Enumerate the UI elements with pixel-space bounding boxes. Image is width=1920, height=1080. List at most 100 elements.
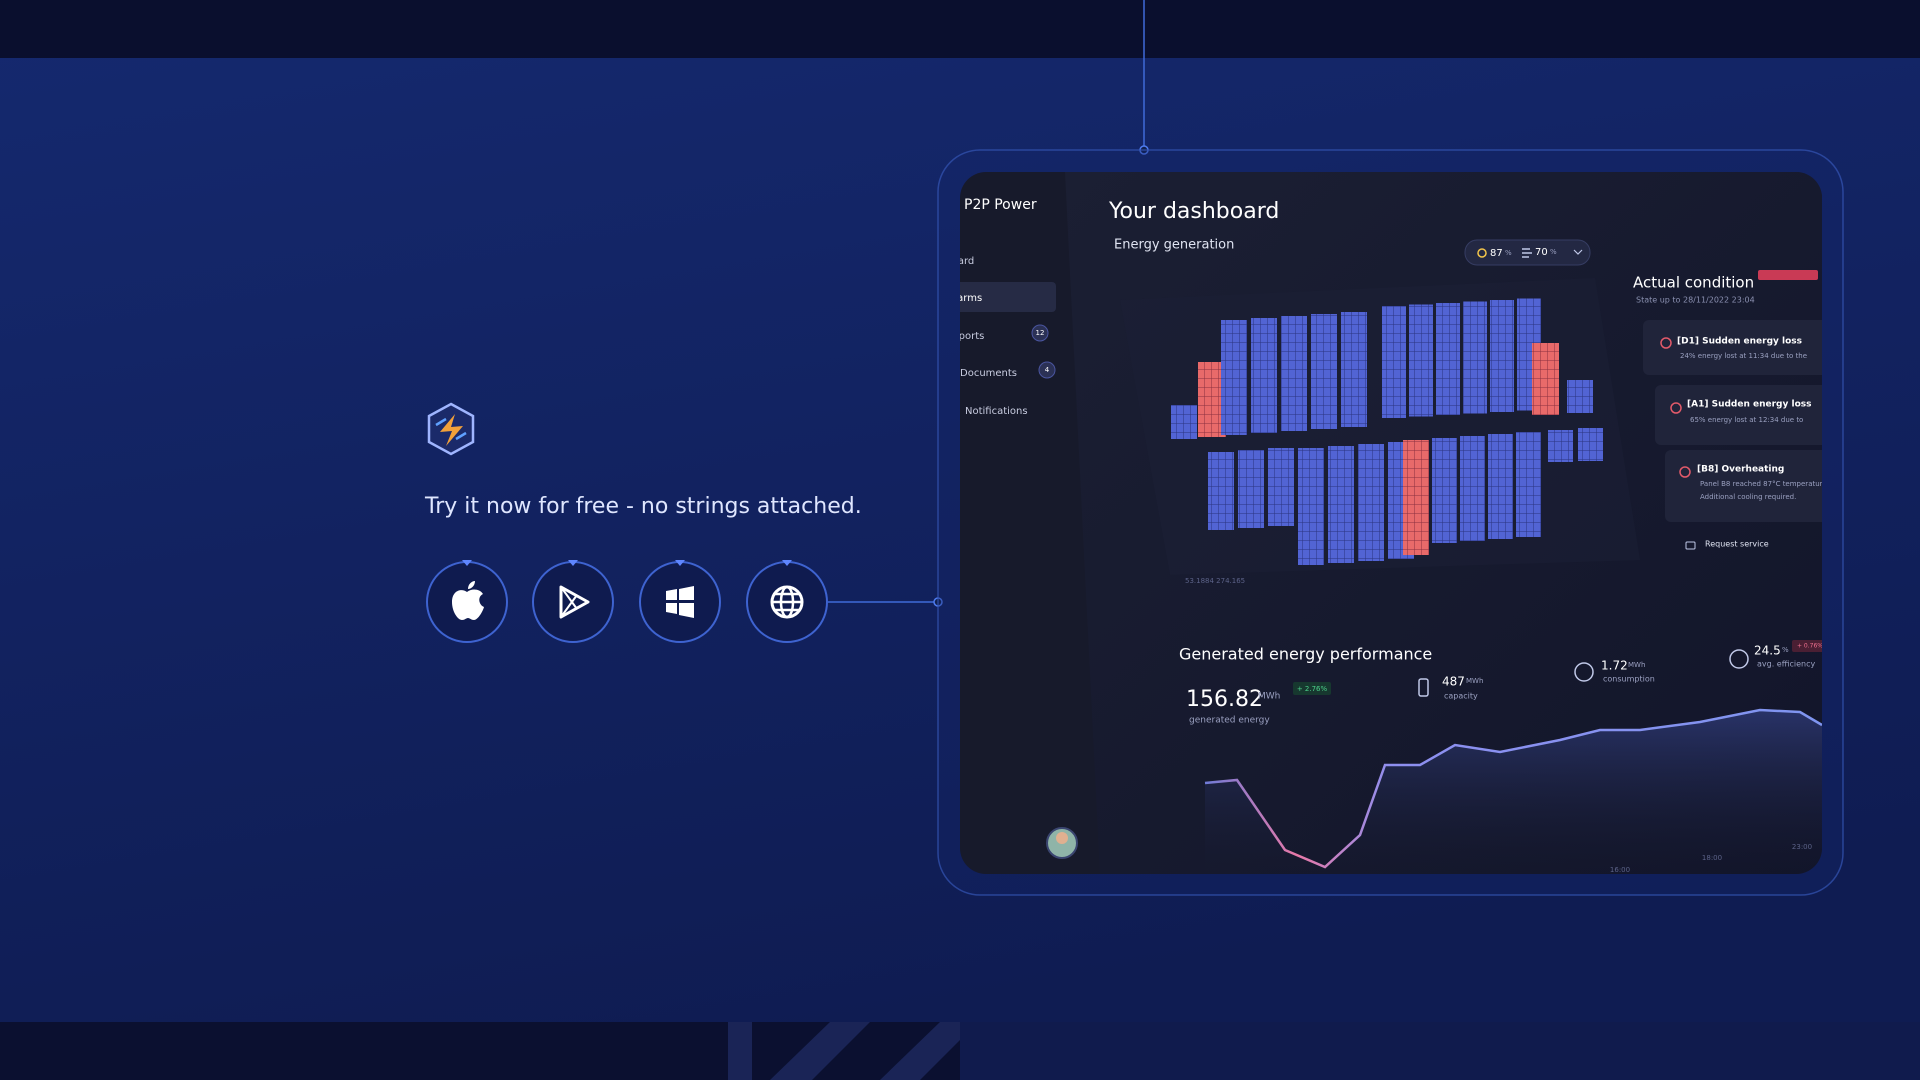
change-badge bbox=[1792, 640, 1822, 652]
alert-icon bbox=[1660, 337, 1672, 349]
change-text: + 2.76% bbox=[1297, 685, 1328, 693]
alert-title: [B8] Overheating bbox=[1697, 465, 1784, 475]
alert-icon bbox=[1679, 466, 1691, 478]
solar-panel[interactable] bbox=[1490, 300, 1514, 412]
app-store-button[interactable] bbox=[426, 560, 508, 643]
logo bbox=[427, 402, 475, 456]
battery-icon bbox=[1418, 678, 1429, 697]
metric-value: 24.5 bbox=[1754, 644, 1781, 658]
store-buttons bbox=[426, 560, 828, 643]
alert-icon bbox=[1670, 402, 1682, 414]
dashboard-subtitle: Energy generation bbox=[1114, 238, 1234, 253]
solar-panel[interactable] bbox=[1567, 380, 1593, 413]
solar-panel[interactable] bbox=[1311, 314, 1337, 429]
solar-panel[interactable] bbox=[1358, 444, 1384, 561]
solar-panel[interactable] bbox=[1436, 303, 1460, 415]
time-label: 23:00 bbox=[1792, 843, 1812, 851]
performance-title: Generated energy performance bbox=[1179, 645, 1432, 664]
metric-unit: % bbox=[1782, 646, 1789, 654]
metric-value: 156.82 bbox=[1186, 687, 1263, 712]
service-icon bbox=[1685, 541, 1696, 550]
solar-panel[interactable] bbox=[1382, 306, 1406, 418]
solar-panel[interactable] bbox=[1221, 320, 1247, 435]
alert-text: 65% energy lost at 12:34 due to bbox=[1690, 416, 1803, 424]
alert-title: [A1] Sudden energy loss bbox=[1687, 400, 1811, 410]
solar-panel[interactable] bbox=[1251, 318, 1277, 433]
nav-badge bbox=[1031, 324, 1049, 342]
solar-panel[interactable] bbox=[1208, 452, 1234, 530]
metric-label: consumption bbox=[1603, 675, 1655, 684]
time-label: 16:00 bbox=[1610, 866, 1630, 874]
web-button[interactable] bbox=[746, 560, 828, 643]
nav-selected bbox=[960, 282, 1056, 312]
coordinates: 53.1884 274.165 bbox=[1185, 577, 1245, 585]
alert-text: Additional cooling required. bbox=[1700, 493, 1796, 501]
bottom-band-right bbox=[960, 1022, 1920, 1080]
windows-button[interactable] bbox=[639, 560, 721, 643]
alert-card[interactable] bbox=[1655, 385, 1835, 445]
solar-panel[interactable] bbox=[1268, 448, 1294, 526]
metric-label: avg. efficiency bbox=[1757, 660, 1815, 669]
nav-item[interactable]: Notifications bbox=[965, 406, 1028, 417]
metric-unit: MWh bbox=[1258, 692, 1280, 702]
solar-panel[interactable] bbox=[1238, 450, 1264, 528]
time-label: 18:00 bbox=[1702, 854, 1722, 862]
nav-badge bbox=[1038, 361, 1056, 379]
alert-text: Panel B8 reached 87°C temperature bbox=[1700, 480, 1827, 488]
condition-badge bbox=[1758, 270, 1818, 280]
alert-card[interactable] bbox=[1643, 320, 1833, 375]
solar-panel[interactable] bbox=[1460, 436, 1485, 541]
change-badge bbox=[1293, 682, 1331, 695]
solar-panel[interactable] bbox=[1548, 430, 1573, 462]
avatar-face bbox=[1056, 832, 1068, 844]
alert-card[interactable] bbox=[1665, 450, 1840, 522]
metric-value: 1.72 bbox=[1601, 659, 1628, 673]
solar-panel[interactable] bbox=[1328, 446, 1354, 563]
solar-panel[interactable] bbox=[1516, 432, 1541, 537]
solar-panel-alert[interactable] bbox=[1532, 343, 1559, 415]
google-play-button[interactable] bbox=[532, 560, 614, 643]
solar-panel-alert[interactable] bbox=[1403, 440, 1429, 555]
sun-value: 87 bbox=[1490, 248, 1503, 259]
solar-panel[interactable] bbox=[1578, 428, 1603, 461]
solar-panel[interactable] bbox=[1171, 405, 1197, 439]
solar-panels bbox=[1171, 298, 1603, 565]
solar-panel[interactable] bbox=[1488, 434, 1513, 539]
bottom-decoration bbox=[728, 1022, 960, 1080]
solar-panel[interactable] bbox=[1432, 438, 1457, 543]
bulb-icon bbox=[1574, 662, 1594, 682]
metric-label: generated energy bbox=[1189, 716, 1270, 726]
solar-panel[interactable] bbox=[1281, 316, 1307, 431]
performance-area bbox=[1205, 710, 1822, 874]
condition-date: State up to 28/11/2022 23:04 bbox=[1636, 296, 1755, 305]
dashboard-title: Your dashboard bbox=[1108, 199, 1279, 224]
performance-line bbox=[1204, 708, 1822, 869]
solar-panel[interactable] bbox=[1341, 312, 1367, 427]
nav-badge-text: 4 bbox=[1045, 366, 1050, 374]
request-service[interactable]: Request service bbox=[1705, 540, 1769, 549]
metric-unit: MWh bbox=[1466, 677, 1483, 685]
nav-item[interactable]: Dashboard bbox=[920, 256, 974, 267]
brand: P2P Power bbox=[964, 197, 1037, 213]
wind-unit: % bbox=[1550, 248, 1557, 256]
metric-unit: MWh bbox=[1628, 661, 1645, 669]
solar-panel[interactable] bbox=[1463, 301, 1487, 414]
solar-panel[interactable] bbox=[1409, 304, 1433, 417]
chevron bbox=[1573, 249, 1583, 255]
solar-panel[interactable] bbox=[1298, 448, 1324, 565]
nav-item[interactable]: Documents bbox=[960, 368, 1017, 379]
metric-label: capacity bbox=[1444, 692, 1478, 701]
nav-item[interactable]: Solar farms bbox=[925, 293, 982, 304]
wind-icon bbox=[1522, 248, 1532, 258]
sun-icon bbox=[1477, 248, 1487, 258]
gauge-icon bbox=[1729, 649, 1749, 669]
condition-title: Actual condition bbox=[1633, 274, 1754, 292]
dashboard-screen: P2P Power Dashboard Solar farms Reports … bbox=[920, 172, 1840, 874]
sun-unit: % bbox=[1505, 249, 1512, 257]
nav-item[interactable]: Reports bbox=[946, 331, 984, 342]
metric-value: 487 bbox=[1442, 675, 1465, 689]
nav-badge-text: 12 bbox=[1036, 329, 1045, 337]
change-text: + 0.76% bbox=[1797, 643, 1823, 650]
